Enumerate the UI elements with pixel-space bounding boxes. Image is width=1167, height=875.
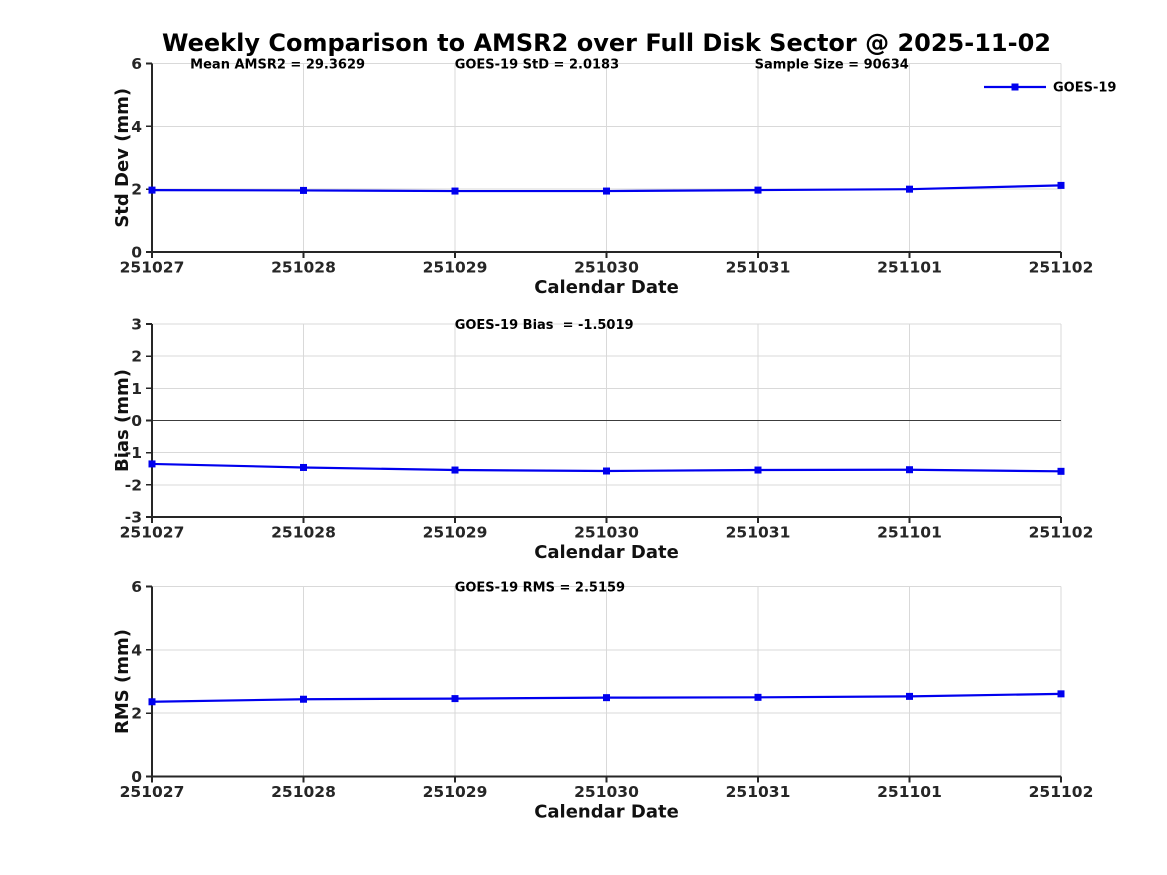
y-tick-label: 2 — [131, 705, 142, 723]
data-point — [754, 693, 762, 701]
data-point — [451, 466, 459, 474]
stat-annotation: GOES-19 Bias = -1.5019 — [455, 318, 634, 333]
x-axis-title: Calendar Date — [534, 542, 679, 563]
x-tick-label: 251031 — [726, 783, 791, 801]
data-point — [148, 460, 156, 468]
subplot-bias: -3 -2 -1 0 1 2 3 251027 251028 251029 251030 251031… — [112, 316, 1093, 564]
data-point — [1057, 181, 1065, 189]
data-point — [148, 698, 156, 706]
x-tick-label: 251029 — [423, 259, 488, 277]
data-point — [906, 185, 913, 193]
data-point — [451, 695, 459, 703]
data-point — [754, 466, 762, 474]
x-tick-label: 251031 — [726, 259, 791, 277]
x-tick-label: 251101 — [877, 259, 942, 277]
y-tick-label: 2 — [131, 348, 142, 366]
data-point — [603, 187, 610, 195]
data-point — [300, 186, 307, 194]
legend: GOES-19 — [984, 81, 1116, 96]
data-point — [300, 463, 307, 471]
x-axis-title: Calendar Date — [534, 802, 679, 823]
x-tick-label: 251031 — [726, 524, 791, 542]
x-tick-label: 251029 — [423, 524, 488, 542]
y-tick-label: -1 — [125, 444, 142, 462]
data-point — [906, 466, 913, 474]
data-point — [754, 186, 762, 194]
y-tick-label: 0 — [131, 768, 142, 786]
subplot-rms: 0 2 4 6 251027 251028 251029 251030 251031 251101… — [112, 578, 1093, 823]
x-tick-label: 251102 — [1029, 783, 1094, 801]
y-axis-title: Std Dev (mm) — [112, 88, 133, 228]
y-tick-label: 3 — [131, 316, 142, 334]
data-point — [148, 186, 156, 194]
x-axis-title: Calendar Date — [534, 277, 679, 298]
stat-annotation: GOES-19 StD = 2.0183 — [455, 58, 619, 73]
x-tick-label: 251028 — [271, 524, 336, 542]
y-tick-label: -2 — [125, 476, 142, 494]
y-tick-label: 2 — [131, 181, 142, 199]
y-tick-label: 4 — [131, 118, 142, 136]
y-axis-title: RMS (mm) — [112, 629, 133, 734]
x-tick-label: 251102 — [1029, 259, 1094, 277]
legend-label: GOES-19 — [1053, 81, 1116, 96]
y-tick-label: 0 — [131, 412, 142, 430]
stat-annotation: Sample Size = 90634 — [755, 58, 909, 73]
x-tick-label: 251028 — [271, 259, 336, 277]
x-tick-label: 251102 — [1029, 524, 1094, 542]
x-tick-label: 251101 — [877, 524, 942, 542]
y-tick-label: 6 — [131, 578, 142, 596]
x-tick-label: 251027 — [120, 259, 185, 277]
y-tick-label: 6 — [131, 55, 142, 73]
y-tick-label: 0 — [131, 244, 142, 262]
x-tick-label: 251030 — [574, 524, 639, 542]
x-tick-label: 251027 — [120, 524, 185, 542]
legend-marker — [1011, 83, 1019, 91]
y-axis-title: Bias (mm) — [112, 369, 133, 472]
data-point — [1057, 690, 1065, 698]
data-point — [906, 692, 913, 700]
y-tick-label: -3 — [125, 509, 142, 527]
x-tick-label: 251027 — [120, 783, 185, 801]
chart-title: Weekly Comparison to AMSR2 over Full Dis… — [162, 29, 1051, 57]
x-tick-label: 251101 — [877, 783, 942, 801]
data-point — [300, 695, 307, 703]
x-tick-label: 251030 — [574, 783, 639, 801]
x-tick-label: 251029 — [423, 783, 488, 801]
x-tick-label: 251030 — [574, 259, 639, 277]
data-point — [451, 187, 459, 195]
data-point — [603, 694, 610, 702]
stat-annotation: GOES-19 RMS = 2.5159 — [455, 581, 625, 596]
data-point — [603, 467, 610, 475]
subplot-std-dev: 0 2 4 6 251027 251028 251029 251030 251031 251101… — [112, 55, 1116, 298]
y-tick-label: 1 — [131, 380, 142, 398]
data-point — [1057, 467, 1065, 475]
stat-annotation: Mean AMSR2 = 29.3629 — [190, 58, 365, 73]
x-tick-label: 251028 — [271, 783, 336, 801]
y-tick-label: 4 — [131, 641, 142, 659]
